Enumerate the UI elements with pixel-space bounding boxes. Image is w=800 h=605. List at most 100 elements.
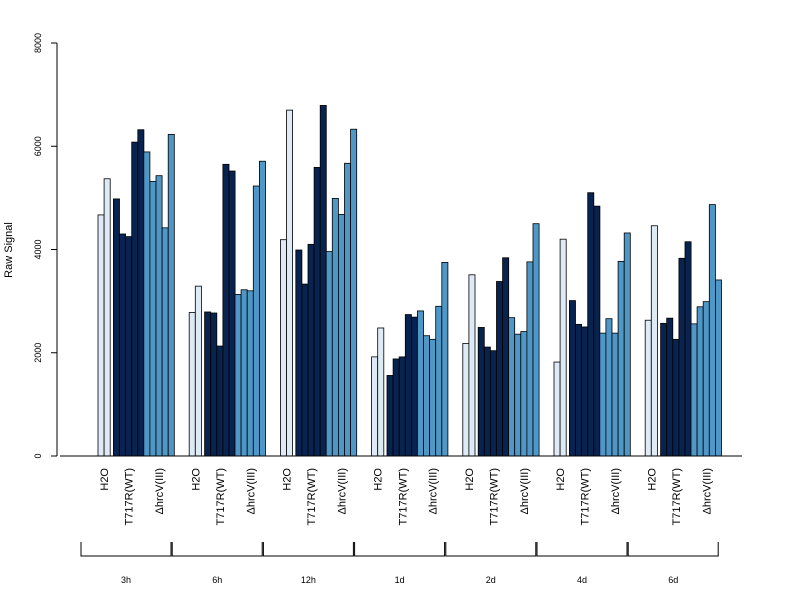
bar bbox=[416, 310, 424, 457]
x-tick-label: H2O bbox=[282, 468, 294, 491]
bar bbox=[441, 262, 449, 457]
bar bbox=[377, 327, 385, 457]
x-axis: H2O T717R(WT) ΔhrcV(III) H2O T717R(WT) ΔhrcV(… bbox=[60, 455, 742, 525]
bar bbox=[119, 233, 126, 457]
bar bbox=[483, 346, 491, 457]
x-tick-label: H2O bbox=[646, 468, 658, 491]
x-tick-label: T717R(WT) bbox=[671, 468, 683, 525]
x-tick-label: ΔhrcV(III) bbox=[336, 468, 348, 514]
group-label: 4d bbox=[577, 575, 587, 585]
bar bbox=[131, 141, 139, 457]
x-tick-label: H2O bbox=[190, 468, 202, 491]
x-tick-label: T717R(WT) bbox=[124, 468, 136, 525]
y-tick-label: 8000 bbox=[33, 33, 43, 53]
bar bbox=[650, 225, 658, 457]
bar bbox=[559, 238, 567, 457]
x-tick-label: T717R(WT) bbox=[306, 468, 318, 525]
bar bbox=[569, 300, 576, 457]
x-tick-label: T717R(WT) bbox=[397, 468, 409, 525]
bar bbox=[462, 343, 470, 457]
group-bracket bbox=[80, 542, 172, 557]
y-tick-label: 4000 bbox=[33, 239, 43, 259]
bar bbox=[103, 178, 111, 457]
bar bbox=[696, 306, 704, 457]
x-tick-label: H2O bbox=[373, 468, 385, 491]
group-bracket bbox=[627, 542, 719, 557]
bar bbox=[684, 241, 692, 457]
bar bbox=[137, 129, 145, 457]
bar bbox=[222, 163, 230, 457]
bar bbox=[97, 214, 105, 457]
bar bbox=[575, 323, 582, 457]
group-label: 2d bbox=[486, 575, 496, 585]
x-tick-label: H2O bbox=[99, 468, 111, 491]
bar bbox=[331, 197, 339, 457]
x-tick-label: T717R(WT) bbox=[215, 468, 227, 525]
group-label: 6h bbox=[212, 575, 222, 585]
bar bbox=[678, 257, 686, 457]
bar bbox=[690, 323, 698, 457]
bar bbox=[155, 175, 163, 457]
bar bbox=[398, 356, 406, 457]
y-tick-label: 0 bbox=[33, 453, 43, 458]
bar bbox=[644, 319, 652, 457]
bar bbox=[125, 236, 133, 457]
bar bbox=[307, 243, 315, 457]
bar bbox=[210, 312, 218, 457]
bar bbox=[489, 350, 497, 457]
x-tick-label: ΔhrcV(III) bbox=[610, 468, 622, 514]
x-tick-label: H2O bbox=[464, 468, 476, 491]
x-tick-label: T717R(WT) bbox=[580, 468, 592, 525]
bar bbox=[508, 317, 516, 457]
group-label: 3h bbox=[121, 575, 131, 585]
bar bbox=[666, 317, 674, 457]
bar bbox=[204, 311, 212, 457]
bar bbox=[410, 316, 418, 457]
bar bbox=[286, 109, 293, 457]
bar bbox=[386, 375, 394, 457]
bar bbox=[246, 290, 254, 457]
bar bbox=[371, 356, 379, 457]
x-tick-label: ΔhrcV(III) bbox=[701, 468, 713, 514]
bar bbox=[611, 332, 619, 457]
bar bbox=[392, 358, 400, 457]
bar bbox=[216, 345, 224, 457]
bar bbox=[295, 249, 303, 457]
bar bbox=[350, 128, 358, 457]
bar bbox=[520, 331, 528, 457]
group-bracket bbox=[171, 542, 263, 557]
x-tick-label: H2O bbox=[555, 468, 567, 491]
bar bbox=[252, 185, 260, 457]
bar bbox=[319, 105, 327, 457]
y-tick-label: 2000 bbox=[33, 343, 43, 363]
bar bbox=[149, 180, 157, 457]
bar bbox=[113, 198, 120, 457]
bar bbox=[194, 285, 202, 457]
bar bbox=[599, 332, 607, 457]
bar bbox=[587, 192, 595, 457]
bar bbox=[429, 338, 437, 457]
y-axis: 0 2000 4000 6000 8000 bbox=[33, 33, 58, 459]
y-tick-label: 6000 bbox=[33, 136, 43, 156]
bar bbox=[715, 279, 722, 457]
bar bbox=[344, 162, 351, 457]
bar bbox=[188, 312, 196, 457]
group-label: 1d bbox=[395, 575, 405, 585]
bar bbox=[502, 257, 510, 457]
bar bbox=[258, 160, 266, 457]
bar bbox=[435, 305, 443, 457]
bar bbox=[404, 314, 412, 457]
bars-layer bbox=[97, 105, 722, 457]
bar bbox=[526, 261, 534, 457]
x-tick-label: ΔhrcV(III) bbox=[519, 468, 531, 514]
bar bbox=[240, 289, 248, 457]
bar bbox=[301, 283, 309, 457]
y-axis-label: Raw Signal bbox=[3, 222, 15, 278]
bar bbox=[702, 301, 710, 457]
time-group-axis: 3h 6h 12h 1d 2d 4d 6d bbox=[80, 542, 719, 585]
group-bracket bbox=[445, 542, 537, 557]
bar bbox=[337, 213, 345, 457]
bar bbox=[161, 227, 169, 457]
bar bbox=[468, 274, 476, 457]
